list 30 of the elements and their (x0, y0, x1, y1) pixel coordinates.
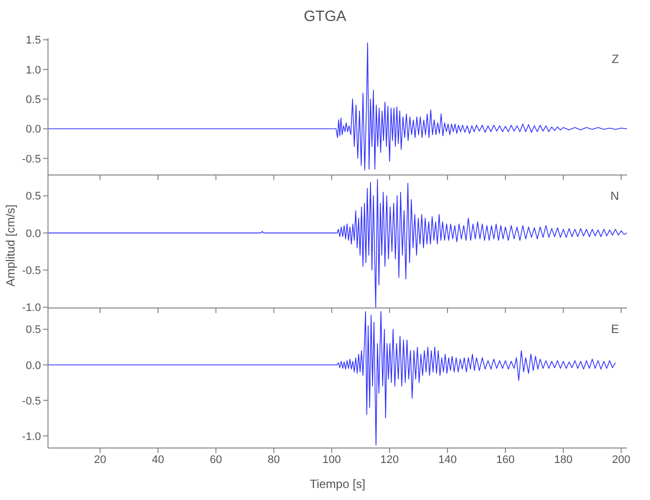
y-tick-label: 1.0 (26, 64, 41, 76)
y-tick-label: -1.0 (22, 430, 41, 443)
x-tick-label: 20 (94, 454, 106, 466)
x-tick-label: 140 (438, 454, 457, 466)
line-series (48, 42, 627, 171)
y-tick-label: 1.5 (26, 34, 41, 47)
chart-title: GTGA (302, 8, 348, 25)
text: E (610, 322, 619, 336)
x-tick-label: 80 (268, 454, 280, 466)
x-tick-label: 60 (210, 454, 222, 466)
x-tick-label: 40 (152, 454, 164, 466)
x-tick-label: 100 (322, 454, 341, 466)
y-tick-label: -0.5 (22, 395, 41, 408)
x-tick-label: 180 (554, 454, 572, 466)
text: Z (612, 52, 619, 66)
x-tick-label: 200 (612, 454, 630, 466)
y-tick-label: -1.0 (22, 302, 41, 314)
x-axis-title: Tiempo [s] (310, 477, 366, 491)
x-tick-label: 160 (496, 454, 515, 466)
y-axis-title: Amplitud [cm/s] (3, 204, 18, 286)
y-tick-label: 0.5 (26, 190, 41, 203)
y-tick-label: -0.5 (22, 153, 41, 166)
x-tick-label: 120 (380, 454, 399, 466)
y-tick-label: 0.0 (26, 228, 41, 240)
y-tick-label: 0.5 (26, 324, 41, 336)
text: N (610, 189, 619, 203)
y-tick-label: 0.0 (26, 124, 41, 136)
y-tick-label: 0.0 (26, 360, 41, 372)
y-tick-label: 0.5 (26, 94, 41, 106)
y-tick-label: -0.5 (22, 265, 41, 278)
